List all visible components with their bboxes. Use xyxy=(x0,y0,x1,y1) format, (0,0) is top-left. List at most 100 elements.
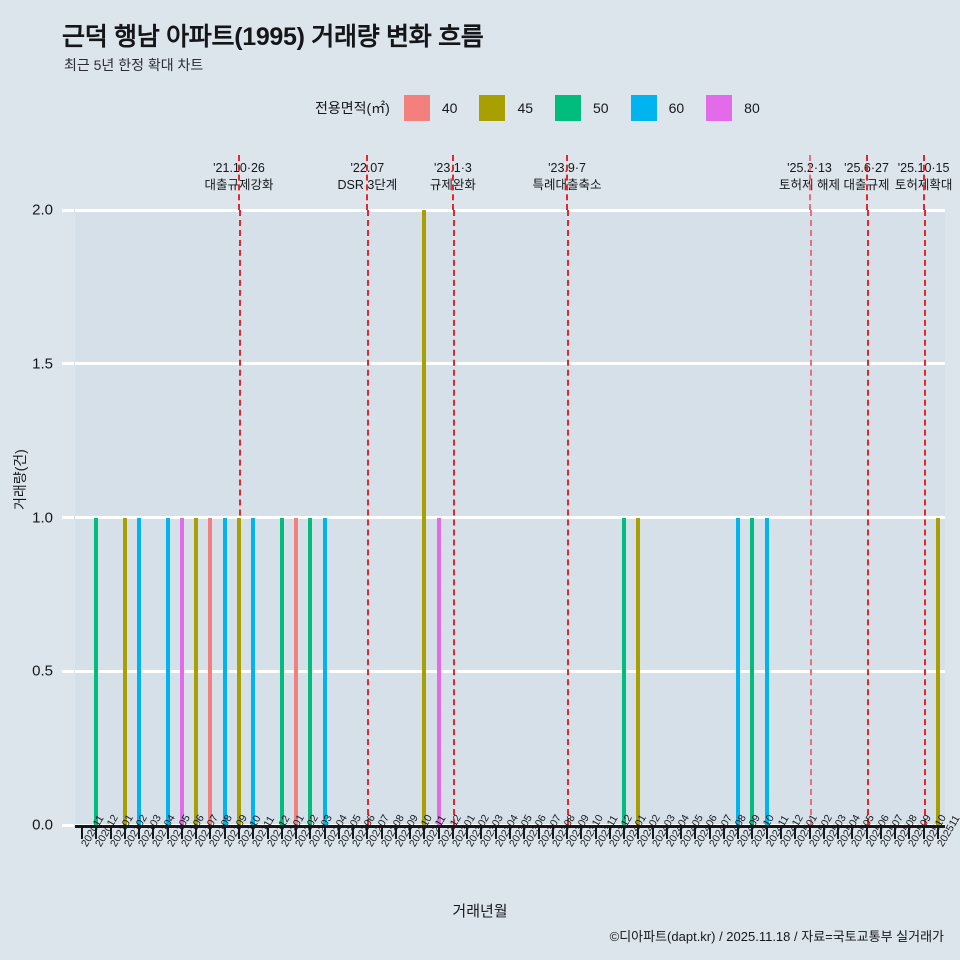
bar-50-202401[interactable] xyxy=(622,517,627,825)
x-tick xyxy=(309,828,312,839)
legend-swatch-50 xyxy=(555,95,582,121)
bar-50-202012[interactable] xyxy=(94,517,99,825)
y-tick-mark xyxy=(62,208,74,212)
legend-label-45: 45 xyxy=(517,100,534,116)
x-tick xyxy=(266,828,269,839)
bar-80-202106[interactable] xyxy=(179,517,184,825)
bar-45-202102[interactable] xyxy=(122,517,127,825)
x-tick xyxy=(822,828,825,839)
gridline xyxy=(75,208,945,212)
x-tick xyxy=(523,828,526,839)
event-line-202506 xyxy=(866,210,869,825)
x-tick xyxy=(551,828,554,839)
y-tick-label: 0.5 xyxy=(32,662,53,680)
x-axis-title: 거래년월 xyxy=(452,903,508,920)
x-tick xyxy=(608,828,611,839)
legend-swatch-45 xyxy=(479,95,506,121)
y-tick-mark xyxy=(62,823,74,827)
x-tick xyxy=(708,828,711,839)
x-tick xyxy=(537,828,540,839)
bar-60-202411[interactable] xyxy=(764,517,769,825)
bar-60-202204[interactable] xyxy=(322,517,327,825)
page-title: 근덕 행남 아파트(1995) 거래량 변화 흐름 xyxy=(62,23,484,51)
x-tick xyxy=(394,828,397,839)
event-line-202301 xyxy=(452,210,455,825)
x-tick xyxy=(437,828,440,839)
x-tick xyxy=(680,828,683,839)
x-tick xyxy=(81,828,84,839)
gridline xyxy=(75,362,945,366)
gridline xyxy=(75,669,945,673)
x-tick xyxy=(879,828,882,839)
bar-45-202110[interactable] xyxy=(237,517,242,825)
event-line-stub-202309 xyxy=(566,155,569,210)
y-tick-label: 0.0 xyxy=(32,816,53,834)
x-tick xyxy=(380,828,383,839)
x-tick xyxy=(837,828,840,839)
x-tick xyxy=(280,828,283,839)
x-tick xyxy=(423,828,426,839)
y-tick-mark xyxy=(62,362,74,366)
legend-item-60[interactable]: 60 xyxy=(630,95,707,121)
bar-50-202203[interactable] xyxy=(308,517,313,825)
x-tick xyxy=(252,828,255,839)
x-tick xyxy=(138,828,141,839)
event-line-stub-202301 xyxy=(451,155,454,210)
x-tick xyxy=(722,828,725,839)
bar-45-202511[interactable] xyxy=(935,517,940,825)
bar-60-202111[interactable] xyxy=(251,517,256,825)
x-tick xyxy=(651,828,654,839)
x-tick xyxy=(922,828,925,839)
bar-80-202212[interactable] xyxy=(436,517,441,825)
bar-45-202211[interactable] xyxy=(422,210,427,825)
x-tick xyxy=(238,828,241,839)
bar-40-202202[interactable] xyxy=(294,517,299,825)
x-tick xyxy=(352,828,355,839)
x-tick xyxy=(152,828,155,839)
x-tick xyxy=(451,828,454,839)
bar-45-202107[interactable] xyxy=(194,517,199,825)
x-tick xyxy=(908,828,911,839)
x-tick xyxy=(594,828,597,839)
event-line-stub-202110 xyxy=(238,155,241,210)
x-tick xyxy=(765,828,768,839)
footer-credit: ©디아파트(dapt.kr) / 2025.11.18 / 자료=국토교통부 실… xyxy=(609,929,944,944)
x-tick xyxy=(109,828,112,839)
x-tick xyxy=(466,828,469,839)
event-line-stub-202510 xyxy=(922,155,925,210)
legend-item-40[interactable]: 40 xyxy=(403,95,480,121)
bar-60-202109[interactable] xyxy=(222,517,227,825)
x-tick xyxy=(794,828,797,839)
x-tick xyxy=(509,828,511,839)
event-line-stub-202502 xyxy=(808,155,811,210)
legend-item-50[interactable]: 50 xyxy=(555,95,631,121)
bar-50-202410[interactable] xyxy=(750,517,755,825)
bar-50-202201[interactable] xyxy=(279,517,284,825)
x-tick xyxy=(295,828,298,839)
legend-item-80[interactable]: 80 xyxy=(706,95,782,121)
x-tick xyxy=(637,828,640,839)
x-tick xyxy=(95,828,98,839)
bar-60-202105[interactable] xyxy=(165,517,170,825)
x-axis-line xyxy=(75,825,945,828)
x-tick xyxy=(166,828,169,839)
legend-label-80: 80 xyxy=(744,100,760,116)
x-tick xyxy=(665,828,668,839)
event-line-202510 xyxy=(923,210,926,825)
legend-title: 전용면적(㎡) xyxy=(315,100,390,116)
x-tick xyxy=(480,828,483,839)
y-axis-title: 거래량(건) xyxy=(12,449,28,510)
x-tick xyxy=(737,828,740,839)
y-tick-label: 1.5 xyxy=(32,355,53,373)
bar-40-202108[interactable] xyxy=(208,517,213,825)
legend-item-45[interactable]: 45 xyxy=(479,95,555,121)
bar-45-202402[interactable] xyxy=(636,517,641,825)
x-tick xyxy=(180,828,183,839)
event-line-202207 xyxy=(367,210,370,825)
bar-60-202409[interactable] xyxy=(736,517,741,825)
bar-60-202103[interactable] xyxy=(137,517,142,825)
x-tick xyxy=(123,828,126,839)
event-line-stub-202506 xyxy=(865,155,868,210)
legend-swatch-60 xyxy=(630,95,657,121)
